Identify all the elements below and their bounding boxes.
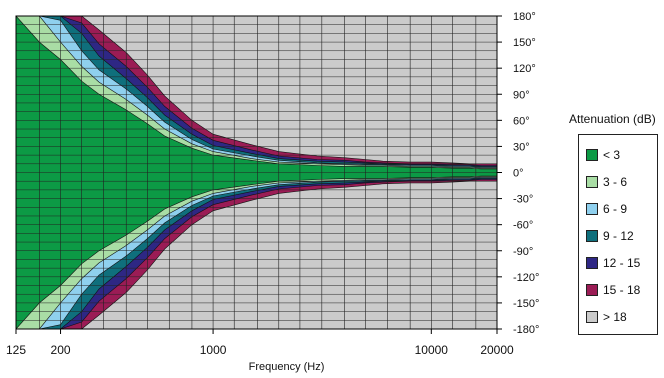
legend-item: 6 - 9: [586, 195, 657, 222]
y-tick-label: -120°: [513, 272, 539, 284]
legend-item: 12 - 15: [586, 249, 657, 276]
y-tick-label: -150°: [513, 298, 539, 310]
legend-label: < 3: [603, 147, 621, 162]
legend-label: 12 - 15: [603, 255, 641, 270]
legend-swatch: [586, 310, 598, 323]
y-tick-label: -180°: [513, 324, 539, 336]
y-tick-label: -60°: [513, 220, 533, 232]
x-axis-label: Frequency (Hz): [249, 361, 325, 373]
legend-label: 15 - 18: [603, 282, 641, 297]
legend-swatch: [586, 256, 598, 269]
legend: Attenuation (dB) < 3 3 - 6 6 - 9 9 - 12 12 -…: [569, 112, 661, 335]
y-tick-label: 120°: [513, 63, 536, 75]
legend-item: > 18: [586, 303, 657, 330]
legend-item: < 3: [586, 141, 657, 168]
legend-swatch: [586, 283, 598, 296]
x-tick-label: 20000: [480, 343, 514, 357]
y-tick-label: 150°: [513, 37, 536, 49]
legend-item: 3 - 6: [586, 168, 657, 195]
legend-label: > 18: [603, 309, 627, 324]
legend-item: 15 - 18: [586, 276, 657, 303]
y-axis-ticks: 180° 150° 120° 90° 60° 30° 0° -30° -60° -90° -120°…: [497, 11, 539, 336]
y-tick-label: 0°: [513, 168, 524, 180]
legend-swatch: [586, 148, 598, 161]
x-tick-label: 1000: [200, 343, 227, 357]
y-tick-label: 30°: [513, 141, 530, 153]
legend-label: 6 - 9: [603, 201, 628, 216]
x-tick-label: 200: [51, 343, 71, 357]
y-tick-label: -30°: [513, 194, 533, 206]
y-tick-label: 180°: [513, 11, 536, 23]
legend-box: < 3 3 - 6 6 - 9 9 - 12 12 - 15 15 - 18 > 18: [578, 134, 658, 335]
y-tick-label: 60°: [513, 115, 530, 127]
y-tick-label: 90°: [513, 89, 530, 101]
x-axis-ticks: 125 200 1000 10000 20000: [6, 329, 514, 357]
legend-label: 3 - 6: [603, 174, 628, 189]
legend-label: 9 - 12: [603, 228, 634, 243]
x-tick-label: 10000: [415, 343, 449, 357]
y-tick-label: -90°: [513, 246, 533, 258]
x-tick-label: 125: [6, 343, 26, 357]
legend-swatch: [586, 175, 598, 188]
legend-title: Attenuation (dB): [569, 112, 656, 126]
legend-item: 9 - 12: [586, 222, 657, 249]
legend-swatch: [586, 202, 598, 215]
legend-swatch: [586, 229, 598, 242]
